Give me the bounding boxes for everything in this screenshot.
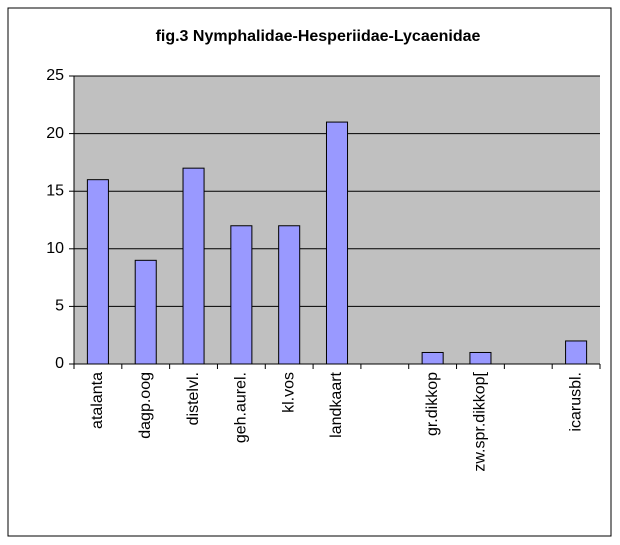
x-tick-label: atalanta [89, 372, 106, 429]
bar [182, 167, 205, 365]
bar [278, 225, 301, 365]
x-tick-label: dagp.oog [137, 372, 154, 439]
y-tick-label: 25 [46, 67, 64, 84]
chart-title: fig.3 Nymphalidae-Hesperiidae-Lycaenidae [156, 28, 481, 45]
x-tick-label: zw.spr.dikkop[ [472, 371, 489, 471]
x-tick-label: distelvl. [185, 372, 202, 425]
y-tick-label: 5 [55, 298, 64, 315]
y-tick-label: 10 [46, 240, 64, 257]
x-tick-label: geh.aurel. [233, 372, 250, 443]
x-tick-label: icarusbl. [567, 372, 584, 432]
bar [230, 225, 253, 365]
bar [325, 121, 349, 365]
y-tick-label: 0 [55, 355, 64, 372]
x-tick-label: landkaart [328, 371, 345, 437]
bar [565, 340, 588, 365]
y-tick-label: 15 [46, 182, 64, 199]
bar [134, 259, 157, 365]
x-tick-label: gr.dikkop [424, 372, 441, 436]
bar [421, 351, 444, 365]
x-tick-label: kl.vos [280, 372, 297, 413]
bar [469, 351, 492, 365]
bar [86, 179, 109, 365]
y-tick-label: 20 [46, 125, 64, 142]
